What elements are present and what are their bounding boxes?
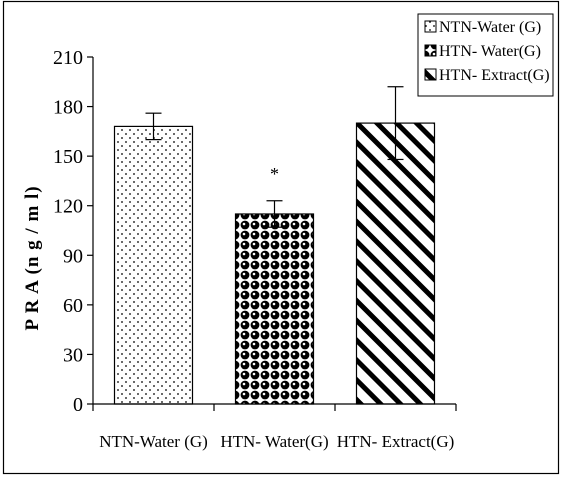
legend-swatch-1 (424, 20, 437, 33)
legend-swatch-2 (424, 44, 437, 57)
y-tick-label: 30 (63, 344, 83, 366)
y-tick-label: 90 (63, 245, 83, 267)
y-tick-label: 180 (53, 97, 83, 119)
outer-border (2, 0, 560, 475)
legend-entry-2: HTN- Water(G) (439, 43, 541, 60)
x-axis: NTN-Water (G) HTN- Water(G) HTN- Extract(G… (92, 403, 457, 451)
legend-box (417, 13, 554, 97)
legend: NTN-Water (G) HTN- Water(G) HTN- Extract(G… (417, 13, 554, 97)
legend-entry-1: NTN-Water (G) (439, 19, 541, 36)
y-axis-label: P R A (n g / m l) (22, 185, 43, 330)
bars-group: * (113, 86, 436, 405)
legend-entry-3: HTN- Extract(G) (439, 67, 550, 84)
legend-swatch-3 (424, 68, 437, 81)
y-tick-label: 120 (53, 196, 83, 218)
bar-1 (113, 125, 194, 405)
x-category-label: HTN- Water(G) (220, 432, 328, 451)
significance-marker: * (270, 164, 279, 184)
bar-3 (355, 122, 436, 405)
y-tick-label: 210 (53, 47, 83, 69)
y-axis: 0 30 60 90 120 150 180 210 (53, 47, 94, 416)
y-tick-label: 150 (53, 146, 83, 168)
y-tick-label: 0 (73, 394, 83, 416)
bar-2 (234, 213, 315, 405)
y-tick-label: 60 (63, 295, 83, 317)
x-category-label: NTN-Water (G) (99, 432, 208, 451)
x-category-label: HTN- Extract(G) (337, 432, 455, 451)
